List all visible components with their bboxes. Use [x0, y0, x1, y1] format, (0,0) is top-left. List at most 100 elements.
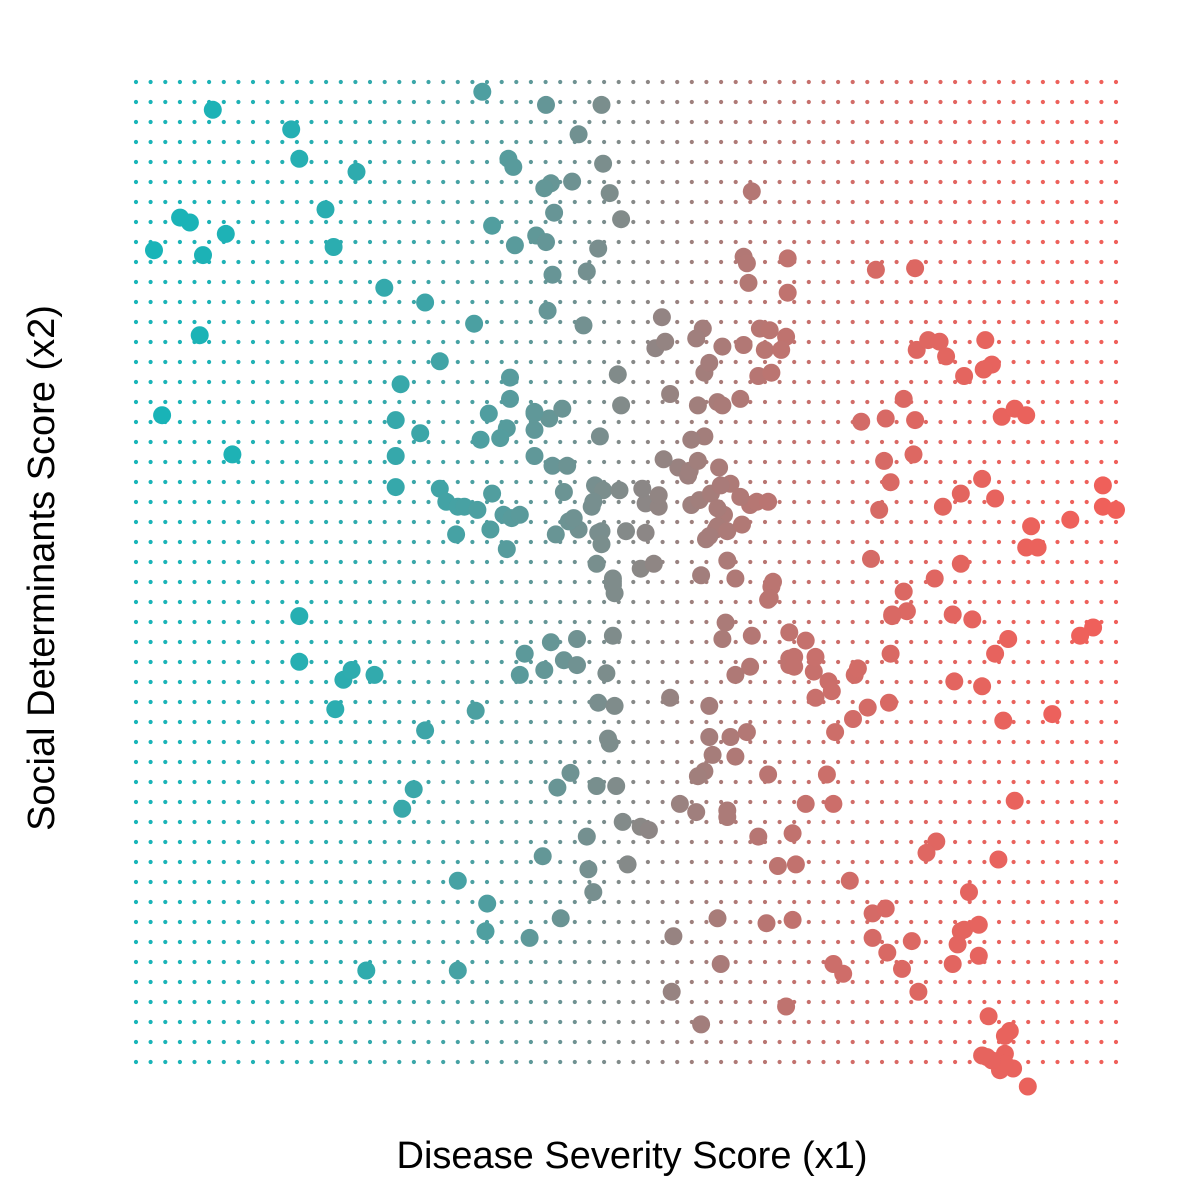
data-point	[737, 723, 756, 742]
grid-dot	[309, 919, 314, 925]
grid-dot	[397, 579, 402, 585]
grid-dot	[207, 579, 212, 585]
grid-dot	[367, 719, 373, 725]
grid-dot	[514, 1019, 519, 1025]
grid-dot	[455, 939, 460, 945]
grid-dot	[996, 439, 1002, 445]
grid-dot	[280, 739, 285, 745]
grid-dot	[777, 1019, 782, 1025]
grid-dot	[163, 699, 168, 705]
grid-dot	[821, 199, 826, 205]
grid-dot	[689, 159, 694, 165]
grid-dot	[894, 459, 899, 465]
grid-dot	[762, 299, 768, 305]
grid-dot	[1113, 599, 1119, 605]
grid-dot	[353, 379, 358, 385]
grid-dot	[499, 979, 504, 985]
grid-dot	[1040, 579, 1045, 585]
grid-dot	[382, 259, 387, 265]
grid-dot	[587, 1039, 592, 1045]
grid-dot	[909, 619, 914, 625]
grid-dot	[616, 559, 621, 565]
grid-dot	[587, 619, 592, 625]
grid-dot	[953, 839, 958, 845]
grid-dot	[719, 219, 724, 225]
grid-dot	[1040, 259, 1045, 265]
grid-dot	[879, 599, 885, 605]
grid-dot	[631, 939, 636, 945]
grid-dot	[660, 279, 665, 285]
grid-dot	[1026, 999, 1031, 1005]
grid-dot	[587, 519, 592, 525]
grid-dot	[923, 119, 929, 125]
grid-dot	[207, 219, 212, 225]
grid-dot	[236, 839, 241, 845]
grid-dot	[528, 479, 534, 485]
grid-dot	[207, 619, 212, 625]
grid-dot	[543, 839, 548, 845]
grid-dot	[192, 559, 197, 565]
grid-dot	[850, 579, 855, 585]
grid-dot	[514, 1039, 519, 1045]
grid-dot	[616, 459, 621, 465]
grid-dot	[236, 119, 241, 125]
grid-dot	[1055, 119, 1060, 125]
grid-dot	[163, 439, 168, 445]
grid-dot	[207, 599, 212, 605]
data-point	[955, 920, 974, 939]
grid-dot	[1099, 899, 1104, 905]
grid-dot	[967, 979, 972, 985]
grid-dot	[879, 119, 885, 125]
grid-dot	[660, 119, 665, 125]
data-point	[608, 365, 627, 384]
grid-dot	[982, 979, 987, 985]
grid-dot	[192, 939, 197, 945]
grid-dot	[923, 499, 929, 505]
data-point	[605, 696, 624, 715]
grid-dot	[133, 459, 139, 465]
grid-dot	[148, 499, 153, 505]
data-point	[951, 554, 970, 573]
grid-dot	[587, 359, 592, 365]
grid-dot	[1084, 219, 1089, 225]
grid-dot	[382, 339, 387, 345]
grid-dot	[923, 139, 929, 145]
grid-dot	[265, 359, 270, 365]
grid-dot	[689, 919, 694, 925]
grid-dot	[397, 539, 402, 545]
grid-dot	[397, 199, 402, 205]
grid-dot	[426, 839, 431, 845]
data-point	[943, 955, 962, 973]
grid-dot	[236, 99, 241, 105]
grid-dot	[879, 719, 885, 725]
grid-dot	[836, 139, 841, 145]
grid-dot	[441, 159, 446, 165]
grid-dot	[645, 579, 651, 585]
grid-dot	[645, 79, 651, 85]
grid-dot	[265, 499, 270, 505]
data-point	[501, 389, 519, 408]
grid-dot	[967, 419, 972, 425]
grid-dot	[280, 79, 285, 85]
grid-dot	[1026, 919, 1031, 925]
grid-dot	[236, 479, 241, 485]
grid-dot	[1011, 879, 1016, 885]
grid-dot	[280, 879, 285, 885]
grid-dot	[572, 719, 577, 725]
grid-dot	[733, 279, 738, 285]
grid-dot	[982, 779, 987, 785]
grid-dot	[850, 319, 855, 325]
grid-dot	[1113, 219, 1119, 225]
grid-dot	[1099, 139, 1104, 145]
grid-dot	[733, 599, 738, 605]
grid-dot	[602, 799, 607, 805]
grid-dot	[163, 819, 168, 825]
grid-dot	[762, 979, 768, 985]
grid-dot	[163, 539, 168, 545]
grid-dot	[148, 159, 153, 165]
grid-dot	[499, 619, 504, 625]
data-point	[535, 661, 554, 679]
grid-dot	[411, 1039, 416, 1045]
grid-dot	[675, 179, 680, 185]
grid-dot	[192, 159, 197, 165]
